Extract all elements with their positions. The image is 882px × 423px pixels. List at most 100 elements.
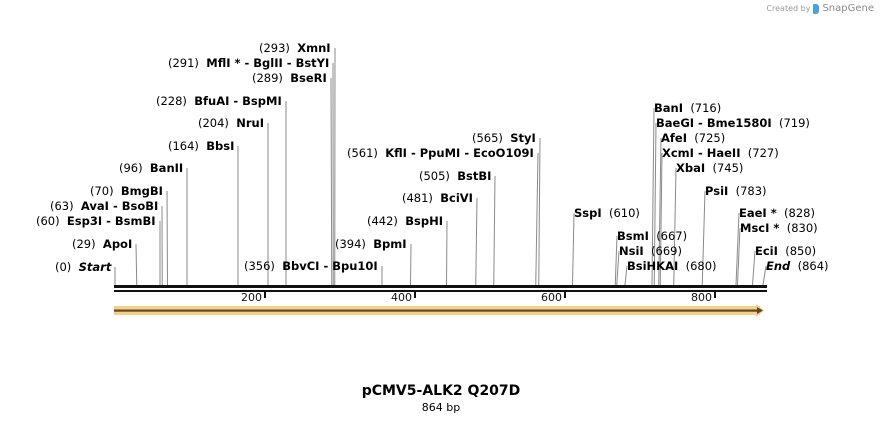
site-name: StyI — [510, 131, 536, 145]
site-position: (719) — [778, 116, 810, 130]
site-position: (204) — [198, 116, 229, 130]
site-line — [651, 107, 655, 286]
site-line — [624, 265, 628, 286]
tick-label: 800 — [691, 291, 712, 304]
restriction-site-label[interactable]: (442) BspHI — [367, 214, 443, 228]
site-name: EaeI * — [739, 206, 777, 220]
restriction-site-label[interactable]: BaeGI - Bme1580I (719) — [656, 116, 810, 130]
restriction-site-label[interactable]: EaeI * (828) — [739, 206, 815, 220]
site-line — [735, 212, 740, 286]
restriction-site-label[interactable]: XcmI - HaeII (727) — [662, 146, 779, 160]
site-position: (610) — [608, 206, 640, 220]
site-position: (783) — [735, 184, 767, 198]
restriction-site-label[interactable]: NsiI (669) — [619, 244, 682, 258]
site-line — [701, 190, 706, 286]
site-name: KflI - PpuMI - EcoO109I — [385, 146, 534, 160]
site-name: XbaI — [676, 161, 706, 175]
site-line — [659, 152, 663, 286]
site-position: (293) — [259, 41, 290, 55]
restriction-site-label[interactable]: (164) BbsI — [168, 139, 234, 153]
tick-label: 200 — [241, 291, 262, 304]
restriction-site-label[interactable]: EciI (850) — [755, 244, 816, 258]
restriction-site-label[interactable]: (0) Start — [55, 260, 111, 274]
restriction-site-label[interactable]: (204) NruI — [198, 116, 264, 130]
restriction-site-label[interactable]: (63) AvaI - BsoBI — [50, 199, 158, 213]
restriction-site-label[interactable]: (289) BseRI — [252, 71, 327, 85]
tick-label: 400 — [391, 291, 412, 304]
site-position: (63) — [50, 199, 74, 213]
restriction-site-label[interactable]: (356) BbvCI - Bpu10I — [244, 259, 378, 273]
site-name: XmnI — [297, 41, 331, 55]
site-position: (481) — [402, 191, 433, 205]
restriction-site-label[interactable]: BsmI (667) — [617, 229, 687, 243]
snapgene-logo-icon — [813, 3, 820, 14]
restriction-site-label[interactable]: (96) BanII — [119, 161, 183, 175]
site-position: (561) — [347, 146, 378, 160]
site-name: XcmI - HaeII — [662, 146, 741, 160]
site-position: (29) — [72, 237, 96, 251]
restriction-site-label[interactable]: (29) ApoI — [72, 237, 132, 251]
restriction-site-label[interactable]: (565) StyI — [472, 131, 536, 145]
site-name: BstBI — [457, 169, 492, 183]
restriction-site-label[interactable]: XbaI (745) — [676, 161, 743, 175]
site-name: SspI — [574, 206, 602, 220]
site-name: EciI — [755, 244, 778, 258]
tick-mark — [714, 292, 716, 298]
site-line — [538, 137, 541, 286]
site-position: (850) — [785, 244, 817, 258]
site-position: (164) — [168, 139, 199, 153]
site-line — [737, 227, 741, 286]
site-position: (725) — [694, 131, 726, 145]
site-position: (291) — [168, 56, 199, 70]
site-position: (830) — [786, 221, 818, 235]
restriction-site-label[interactable]: (70) BmgBI — [90, 184, 163, 198]
site-line — [475, 197, 478, 286]
site-name: Esp3I - BsmBI — [66, 214, 156, 228]
restriction-site-label[interactable]: (561) KflI - PpuMI - EcoO109I — [347, 146, 534, 160]
site-position: (828) — [784, 206, 815, 220]
tick-mark — [264, 292, 266, 298]
site-name: NsiI — [619, 244, 644, 258]
credit-brand: SnapGene — [822, 3, 874, 14]
restriction-site-label[interactable]: AfeI (725) — [661, 131, 725, 145]
site-name: ApoI — [102, 237, 133, 251]
site-line — [658, 137, 662, 286]
site-name: BmgBI — [120, 184, 163, 198]
restriction-site-label[interactable]: MscI * (830) — [740, 221, 818, 235]
site-position: (669) — [651, 244, 682, 258]
restriction-site-label[interactable]: End (864) — [766, 259, 829, 273]
site-position: (680) — [685, 259, 717, 273]
restriction-site-label[interactable]: (60) Esp3I - BsmBI — [36, 214, 156, 228]
backbone-top — [114, 285, 767, 288]
site-line — [330, 77, 333, 286]
site-position: (716) — [690, 101, 722, 115]
restriction-site-label[interactable]: (394) BpmI — [335, 237, 407, 251]
restriction-site-label[interactable]: (481) BciVI — [402, 191, 473, 205]
backbone-bottom — [114, 290, 767, 292]
site-name: BpmI — [373, 237, 407, 251]
site-position: (394) — [335, 237, 366, 251]
restriction-site-label[interactable]: PsiI (783) — [705, 184, 767, 198]
restriction-site-label[interactable]: (291) MflI * - BglII - BstYI — [168, 56, 329, 70]
site-line — [410, 243, 412, 286]
restriction-site-label[interactable]: (505) BstBI — [419, 169, 491, 183]
feature-arrow[interactable] — [114, 304, 764, 317]
site-position: (228) — [156, 94, 187, 108]
site-name: BbvCI - Bpu10I — [282, 259, 378, 273]
site-line — [752, 250, 756, 286]
ruler-ticks: 200 400 600 800 — [241, 291, 716, 304]
site-position: (96) — [119, 161, 143, 175]
restriction-site-label[interactable]: (293) XmnI — [259, 41, 331, 55]
site-name: MflI * - BglII - BstYI — [206, 56, 330, 70]
site-name: AvaI - BsoBI — [80, 199, 159, 213]
restriction-site-label[interactable]: BsiHKAI (680) — [627, 259, 717, 273]
restriction-site-label[interactable]: SspI (610) — [574, 206, 640, 220]
site-name: BsmI — [617, 229, 649, 243]
site-line — [135, 243, 138, 286]
credit-prefix: Created by — [766, 4, 811, 13]
restriction-site-label[interactable]: (228) BfuAI - BspMI — [156, 94, 282, 108]
site-position: (667) — [656, 229, 688, 243]
site-position: (864) — [797, 259, 829, 273]
restriction-site-label[interactable]: BanI (716) — [654, 101, 721, 115]
